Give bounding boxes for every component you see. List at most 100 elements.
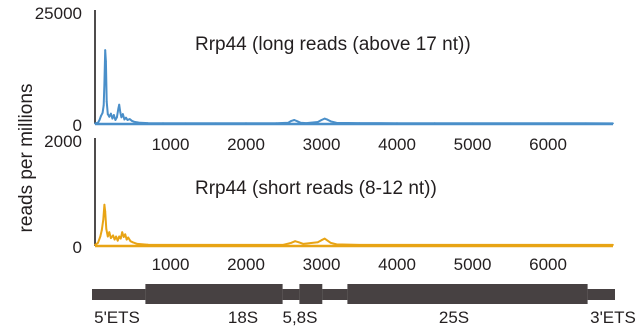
data-point bbox=[298, 241, 300, 244]
data-point bbox=[316, 121, 319, 123]
data-point bbox=[118, 235, 121, 238]
data-point bbox=[184, 122, 187, 125]
data-point bbox=[316, 241, 319, 244]
data-point bbox=[129, 240, 132, 243]
data-point bbox=[112, 234, 114, 237]
data-point bbox=[299, 121, 302, 124]
data-point bbox=[117, 107, 120, 110]
data-point bbox=[106, 235, 109, 238]
data-point bbox=[131, 241, 134, 244]
data-point bbox=[121, 231, 124, 234]
data-point bbox=[99, 235, 102, 238]
data-point bbox=[326, 118, 329, 121]
data-point bbox=[612, 122, 614, 125]
x-tick-label: 2000 bbox=[227, 255, 265, 274]
data-point bbox=[119, 237, 122, 240]
data-point bbox=[147, 122, 149, 124]
data-point bbox=[127, 236, 130, 239]
data-point bbox=[94, 244, 96, 246]
data-point bbox=[108, 115, 111, 118]
data-point bbox=[139, 121, 142, 124]
data-point bbox=[471, 122, 474, 125]
data-series-line bbox=[94, 203, 613, 246]
data-point bbox=[126, 119, 129, 121]
rrna-region-label: 18S bbox=[228, 308, 258, 327]
rrna-region-label: 25S bbox=[439, 308, 469, 327]
data-point bbox=[323, 117, 326, 120]
panel-long-reads: 0 25000 1000 2000 3000 4000 5000 6000 Rrp44 (lon… bbox=[35, 4, 614, 154]
data-point bbox=[108, 231, 111, 234]
x-tick-label: 2000 bbox=[227, 135, 265, 154]
data-point bbox=[290, 120, 293, 122]
x-tick-label: 6000 bbox=[529, 255, 567, 274]
data-point bbox=[133, 120, 136, 123]
y-tick-label: 2000 bbox=[44, 132, 82, 151]
rrna-region-bar bbox=[145, 284, 283, 304]
rrna-region-bar bbox=[322, 289, 348, 300]
x-tick-label: 4000 bbox=[378, 255, 416, 274]
data-point bbox=[335, 243, 338, 246]
data-point bbox=[105, 60, 107, 63]
data-point bbox=[125, 116, 127, 119]
data-point bbox=[275, 122, 278, 125]
data-point bbox=[136, 243, 139, 245]
rrna-region-bar bbox=[282, 289, 300, 300]
data-point bbox=[110, 237, 112, 240]
x-tick-label: 1000 bbox=[152, 255, 190, 274]
data-point bbox=[120, 116, 123, 119]
data-point bbox=[302, 243, 305, 245]
rrna-region-label: 5,8S bbox=[283, 308, 318, 327]
data-point bbox=[123, 118, 126, 121]
y-axis-label-group: reads per millions bbox=[16, 84, 37, 233]
data-point bbox=[105, 100, 108, 103]
data-point bbox=[102, 104, 105, 107]
data-point bbox=[122, 236, 125, 238]
data-point bbox=[97, 121, 99, 124]
y-tick-label: 0 bbox=[73, 238, 82, 257]
panel-title: Rrp44 (long reads (above 17 nt)) bbox=[195, 34, 471, 55]
data-point bbox=[115, 235, 117, 238]
data-point bbox=[320, 119, 323, 121]
x-tick-label: 4000 bbox=[378, 135, 416, 154]
panel-title: Rrp44 (short reads (8-12 nt)) bbox=[195, 178, 437, 199]
data-point bbox=[110, 112, 112, 115]
data-point bbox=[612, 244, 614, 246]
data-point bbox=[282, 243, 285, 246]
rrna-map-labels: 5'ETS 18S 5,8S 25S 3'ETS bbox=[94, 308, 636, 327]
data-point bbox=[509, 122, 512, 125]
data-point bbox=[287, 121, 290, 124]
y-tick-label: 25000 bbox=[35, 4, 82, 23]
data-point bbox=[113, 114, 115, 116]
data-point bbox=[296, 120, 299, 123]
data-point bbox=[245, 122, 247, 125]
x-tick-label: 5000 bbox=[454, 255, 492, 274]
data-series-line bbox=[94, 49, 614, 125]
data-point bbox=[118, 103, 121, 106]
data-point bbox=[326, 239, 329, 242]
data-point bbox=[105, 228, 108, 230]
data-point bbox=[103, 82, 106, 85]
data-point bbox=[547, 244, 549, 246]
data-point bbox=[162, 122, 164, 125]
data-point bbox=[396, 122, 398, 125]
data-point bbox=[125, 238, 128, 241]
x-tick-label: 6000 bbox=[529, 135, 567, 154]
data-point bbox=[116, 239, 119, 242]
data-point bbox=[305, 122, 308, 124]
rrna-region-bar bbox=[92, 289, 146, 300]
data-point bbox=[111, 117, 114, 120]
y-axis-label: reads per millions bbox=[16, 84, 37, 233]
data-point bbox=[113, 238, 116, 241]
data-point bbox=[131, 120, 133, 122]
data-point bbox=[433, 122, 436, 125]
data-point bbox=[584, 122, 587, 125]
data-point bbox=[323, 237, 326, 240]
rrna-region-bar bbox=[347, 284, 588, 304]
rrna-region-label: 5'ETS bbox=[94, 308, 140, 327]
data-point bbox=[396, 244, 398, 246]
data-point bbox=[124, 233, 127, 236]
data-point bbox=[147, 243, 149, 246]
data-point bbox=[119, 111, 122, 114]
rrna-region-bar bbox=[587, 289, 615, 300]
